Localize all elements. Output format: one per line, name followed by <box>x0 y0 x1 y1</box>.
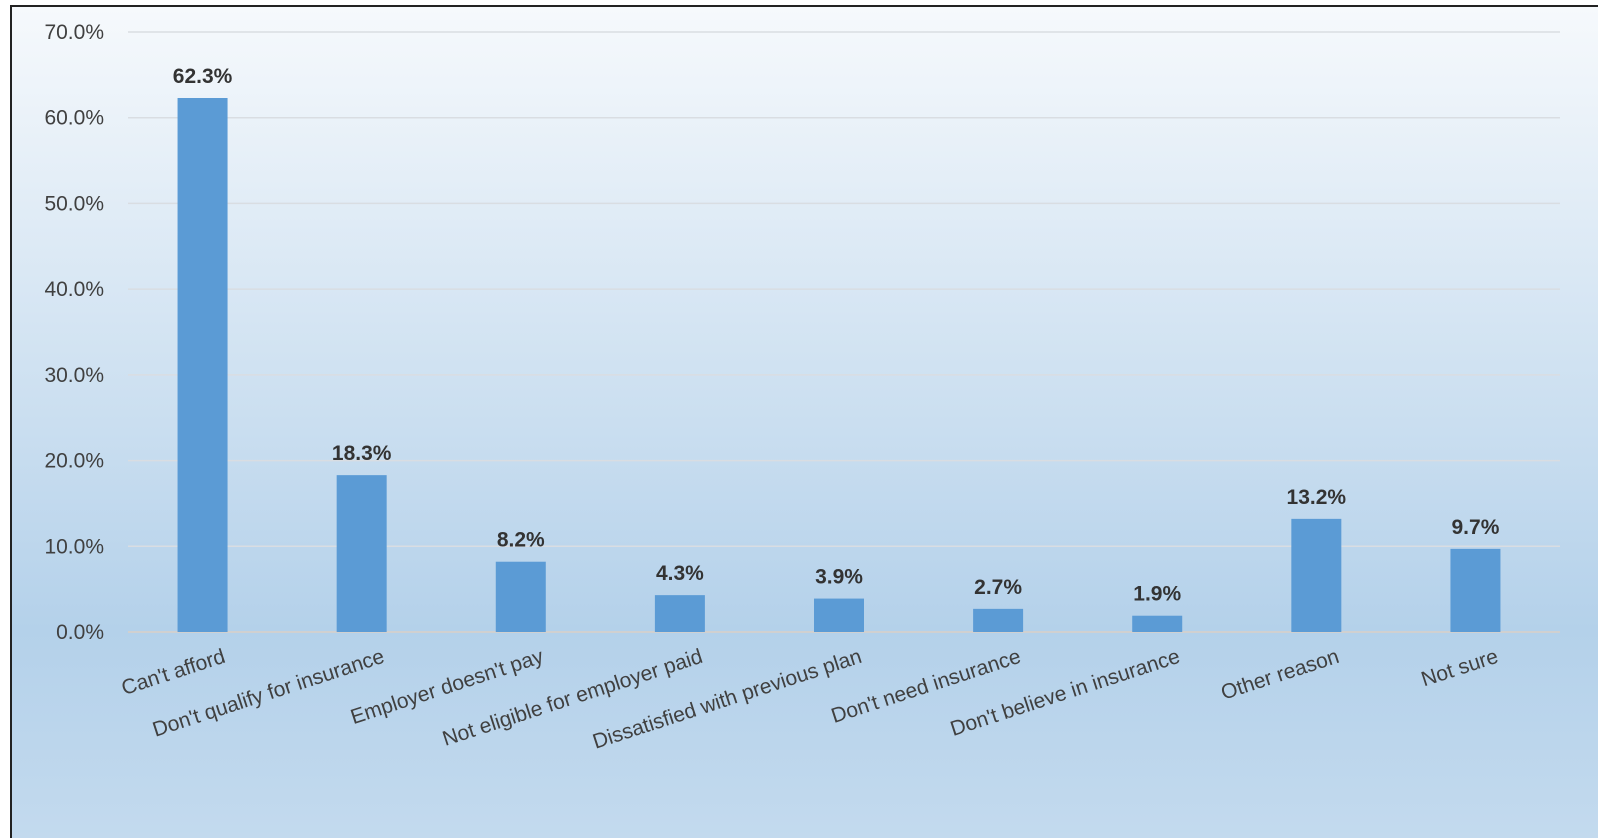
bar <box>177 98 228 632</box>
y-tick-label: 60.0% <box>44 107 104 130</box>
data-label: 1.9% <box>1133 583 1181 606</box>
y-tick-label: 20.0% <box>44 450 104 473</box>
y-tick-label: 0.0% <box>56 621 104 644</box>
data-label: 2.7% <box>974 576 1022 599</box>
data-label: 18.3% <box>332 442 392 465</box>
bar <box>654 595 705 632</box>
y-tick-label: 10.0% <box>44 535 104 558</box>
y-tick-label: 40.0% <box>44 278 104 301</box>
data-label: 9.7% <box>1452 516 1500 539</box>
chart-frame <box>10 5 1598 838</box>
bar <box>495 561 546 632</box>
bar <box>1132 615 1183 632</box>
y-tick-label: 70.0% <box>44 21 104 44</box>
y-tick-label: 50.0% <box>44 192 104 215</box>
bars <box>177 98 1501 632</box>
chart-background <box>12 7 1598 838</box>
data-label: 3.9% <box>815 566 863 589</box>
data-label: 13.2% <box>1287 486 1347 509</box>
data-label: 4.3% <box>656 562 704 585</box>
data-label: 8.2% <box>497 529 545 552</box>
data-label: 62.3% <box>173 65 233 88</box>
bar <box>336 475 387 632</box>
y-tick-label: 30.0% <box>44 364 104 387</box>
bar <box>814 598 864 632</box>
bar <box>973 608 1024 632</box>
data-labels: 62.3% 18.3% 8.2% 4.3% 3.9% 2.7% 1.9% 13.2% 9.7% <box>173 65 1500 606</box>
y-axis-tick-labels: 0.0% 10.0% 20.0% 30.0% 40.0% 50.0% 60.0% 70.0% <box>44 21 104 644</box>
bar <box>1291 518 1342 632</box>
bar <box>1450 548 1501 632</box>
